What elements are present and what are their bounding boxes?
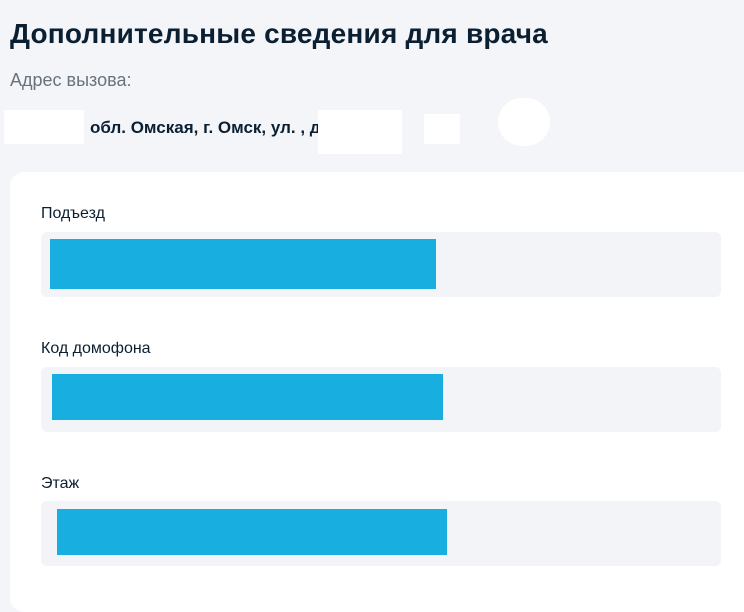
floor-input[interactable] (41, 501, 721, 566)
intercom-code-label: Код домофона (41, 340, 151, 357)
intercom-code-input[interactable] (41, 367, 721, 432)
redaction-block (424, 114, 460, 144)
floor-label: Этаж (41, 475, 80, 492)
redaction-block (4, 110, 84, 144)
redaction-block (498, 98, 550, 146)
address-line: обл. Омская, г. Омск, ул. , д. , кв. (0, 98, 560, 154)
entrance-input[interactable] (41, 232, 721, 297)
intercom-code-value-highlight (52, 374, 443, 420)
entrance-label: Подъезд (41, 205, 105, 222)
address-value: обл. Омская, г. Омск, ул. , д. , кв. (90, 118, 364, 137)
entrance-value-highlight (50, 239, 436, 289)
page-title: Дополнительные сведения для врача (10, 18, 548, 49)
floor-value-highlight (57, 509, 447, 555)
redaction-block (318, 110, 402, 154)
address-label: Адрес вызова: (10, 70, 132, 90)
details-card: Подъезд Код домофона Этаж (10, 172, 744, 612)
